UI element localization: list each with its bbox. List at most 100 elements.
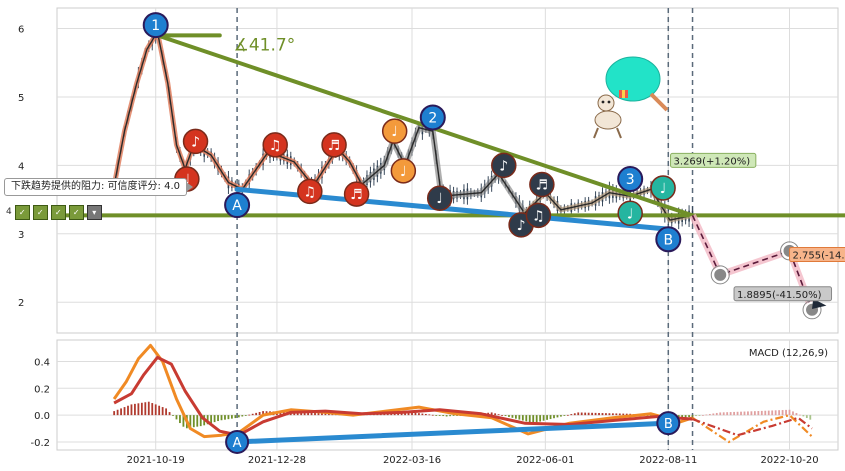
macd-histogram-bar: [411, 412, 413, 416]
macd-histogram-bar: [113, 411, 116, 416]
angle-label: ∡41.7°: [234, 35, 296, 55]
macd-histogram-bar: [757, 411, 760, 416]
macd-histogram-bar: [747, 411, 749, 416]
projection: [689, 213, 827, 320]
note-marker: [426, 185, 453, 211]
macd-histogram-bar: [563, 415, 566, 416]
projection-arrowhead: [812, 298, 827, 310]
macd-histogram-bar: [241, 415, 244, 417]
note-marker: [381, 118, 408, 144]
macd-histogram-bar: [736, 411, 739, 416]
legend-check-icon: ✓: [32, 204, 48, 220]
macd-histogram-bar: [556, 415, 559, 418]
value-label: 3.269(+1.20%): [674, 156, 751, 167]
macd-histogram-bar: [151, 403, 154, 416]
macd-histogram-bar: [594, 412, 597, 416]
macd-histogram-bar: [255, 412, 258, 416]
macd-histogram-bar: [577, 412, 580, 416]
macd-title: MACD (12,26,9): [749, 348, 828, 359]
macd-histogram-bar: [535, 415, 538, 423]
macd-panel: A B MACD (12,26,9): [112, 343, 828, 454]
x-tick: 2021-12-28: [248, 455, 306, 466]
macd-histogram-bar: [251, 413, 254, 416]
macd-histogram-bar: [414, 412, 417, 416]
value-label-box: [670, 152, 757, 168]
macd-histogram-bar: [231, 415, 233, 419]
x-tick: 2022-06-01: [516, 455, 574, 466]
note-marker-label: ♬: [328, 138, 341, 154]
macd-histogram-bar: [258, 411, 261, 416]
price-frame: [56, 7, 839, 334]
macd-histogram-bar: [515, 415, 517, 419]
note-marker: [390, 158, 417, 184]
macd-histogram-bar: [206, 415, 209, 425]
projection-line: [691, 215, 813, 311]
note-marker: [262, 132, 288, 158]
price-y-tick: 4: [18, 161, 24, 172]
macd-y-tick: 0.2: [34, 384, 50, 395]
macd-histogram-bar: [511, 415, 514, 418]
macd-histogram-bar: [449, 415, 451, 417]
price-y-tick: 3: [18, 230, 24, 241]
note-marker: [617, 200, 643, 227]
macd-y-tick: -0.2: [30, 438, 50, 449]
macd-histogram-bar: [210, 415, 213, 424]
macd-histogram-bar: [778, 410, 781, 416]
fan-icon: [605, 56, 669, 112]
macd-histogram-bar: [134, 403, 136, 416]
macd-histogram-bar: [601, 413, 604, 416]
macd-histogram-bar: [615, 413, 618, 416]
macd-histogram-bar: [525, 415, 528, 422]
note-marker-label: ♫: [304, 184, 317, 200]
macd-circle-marker: [656, 411, 681, 436]
macd-histogram-bar: [587, 412, 590, 416]
legend-dropdown-icon[interactable]: ▾: [86, 204, 102, 220]
note-marker-label: ♫: [532, 208, 545, 224]
macd-histogram-bar: [123, 407, 126, 416]
note-marker: [491, 152, 517, 179]
note-marker: [321, 132, 347, 158]
circle-marker-label: 1: [151, 18, 160, 34]
macd-projection-line: [692, 416, 813, 437]
note-marker-label: ♬: [536, 178, 549, 194]
macd-histogram-bar: [424, 413, 427, 416]
macd-histogram-bar: [237, 415, 240, 418]
macd-histogram-bar: [192, 415, 195, 428]
macd-trendline: [234, 420, 671, 445]
macd-histogram-bar: [629, 413, 632, 416]
macd-histogram-bar: [504, 415, 507, 417]
macd-histogram-bar: [490, 412, 493, 416]
macd-histogram-bar: [196, 415, 199, 427]
circle-marker: [142, 12, 169, 39]
macd-histogram-bar: [566, 414, 569, 416]
note-marker: [529, 171, 555, 198]
macd-histogram-bar: [452, 415, 455, 416]
macd-histogram-bar: [528, 415, 531, 423]
macd-histogram-bar: [175, 415, 178, 420]
macd-histogram-bar: [508, 415, 510, 417]
value-label-box: [733, 286, 833, 302]
macd-histogram-bar: [421, 413, 424, 416]
macd-histogram-bar: [217, 415, 219, 422]
macd-histogram-bar: [611, 413, 614, 416]
macd-histogram-bar: [418, 413, 420, 416]
circle-marker: [655, 226, 682, 253]
macd-histogram-bar: [262, 411, 264, 416]
macd-histogram-bar: [608, 413, 611, 416]
note-marker: [343, 181, 370, 207]
note-marker-label: ♪: [499, 158, 508, 174]
macd-histogram-bar: [521, 415, 524, 421]
note-marker-label: ♩: [627, 206, 634, 222]
macd-histogram-bar: [598, 412, 600, 416]
macd-histogram-bar: [684, 415, 687, 418]
circle-marker-label: A: [232, 198, 242, 214]
note-marker-label: ♩: [660, 181, 667, 197]
macd-frame: [56, 339, 839, 451]
macd-histogram-bar: [213, 415, 216, 423]
macd-histogram-bar: [310, 412, 313, 416]
macd-histogram-bar: [618, 413, 621, 416]
macd-histogram-bar: [549, 415, 552, 420]
note-marker: [525, 202, 552, 229]
macd-histogram-bar: [688, 415, 690, 418]
resistance-tooltip: 下跌趋势提供的阻力: 可信度评分: 4.0: [4, 178, 193, 196]
